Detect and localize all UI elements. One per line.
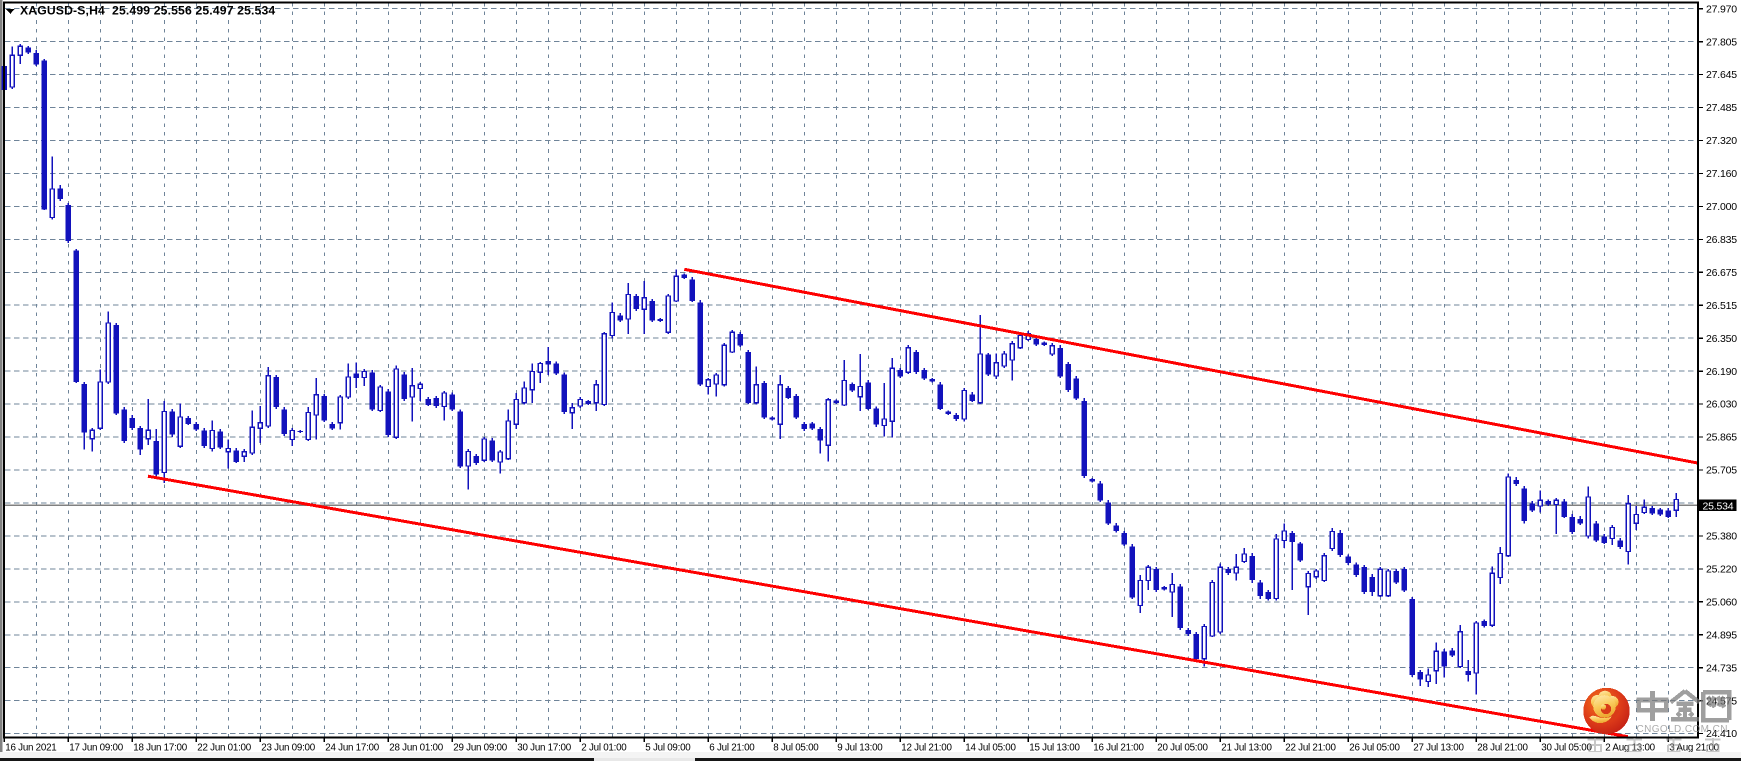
svg-text:27.805: 27.805: [1706, 36, 1737, 48]
svg-text:3 Aug 21:00: 3 Aug 21:00: [1669, 743, 1719, 754]
svg-text:22 Jun 01:00: 22 Jun 01:00: [197, 743, 251, 754]
svg-text:27.000: 27.000: [1706, 201, 1737, 213]
svg-text:27.485: 27.485: [1706, 102, 1737, 114]
svg-text:27.160: 27.160: [1706, 168, 1737, 180]
svg-text:21 Jul 13:00: 21 Jul 13:00: [1221, 743, 1272, 754]
svg-text:25.220: 25.220: [1706, 564, 1737, 576]
svg-text:26.675: 26.675: [1706, 267, 1737, 279]
svg-text:CNGOLD.COM.CN: CNGOLD.COM.CN: [1637, 724, 1728, 735]
svg-text:12 Jul 21:00: 12 Jul 21:00: [901, 743, 952, 754]
svg-text:27.320: 27.320: [1706, 135, 1737, 147]
svg-text:28 Jun 01:00: 28 Jun 01:00: [389, 743, 443, 754]
svg-text:20 Jul 05:00: 20 Jul 05:00: [1157, 743, 1208, 754]
svg-text:28 Jul 21:00: 28 Jul 21:00: [1477, 743, 1528, 754]
svg-text:24 Jun 17:00: 24 Jun 17:00: [325, 743, 379, 754]
svg-text:25.060: 25.060: [1706, 596, 1737, 608]
svg-text:27 Jul 13:00: 27 Jul 13:00: [1413, 743, 1464, 754]
svg-text:8 Jul 05:00: 8 Jul 05:00: [773, 743, 819, 754]
svg-text:14 Jul 05:00: 14 Jul 05:00: [965, 743, 1016, 754]
svg-text:27.970: 27.970: [1706, 3, 1737, 15]
svg-text:6 Jul 21:00: 6 Jul 21:00: [709, 743, 755, 754]
svg-text:2 Jul 01:00: 2 Jul 01:00: [581, 743, 627, 754]
svg-text:5 Jul 09:00: 5 Jul 09:00: [645, 743, 691, 754]
svg-text:XAGUSD-S,H4 25.499 25.556 25.: XAGUSD-S,H4 25.499 25.556 25.497 25.534: [20, 4, 275, 18]
svg-text:24.410: 24.410: [1706, 728, 1737, 740]
svg-text:25.865: 25.865: [1706, 432, 1737, 444]
svg-text:23 Jun 09:00: 23 Jun 09:00: [261, 743, 315, 754]
svg-text:9 Jul 13:00: 9 Jul 13:00: [837, 743, 883, 754]
svg-text:26.350: 26.350: [1706, 333, 1737, 345]
svg-text:17 Jun 09:00: 17 Jun 09:00: [69, 743, 123, 754]
svg-text:26.515: 26.515: [1706, 300, 1737, 312]
svg-text:25.705: 25.705: [1706, 465, 1737, 477]
svg-text:24.895: 24.895: [1706, 629, 1737, 641]
svg-text:25.534: 25.534: [1703, 500, 1734, 512]
svg-text:25.380: 25.380: [1706, 531, 1737, 543]
svg-text:16 Jun 2021: 16 Jun 2021: [5, 743, 56, 754]
svg-text:26 Jul 05:00: 26 Jul 05:00: [1349, 743, 1400, 754]
svg-text:18 Jun 17:00: 18 Jun 17:00: [133, 743, 187, 754]
svg-text:16 Jul 21:00: 16 Jul 21:00: [1093, 743, 1144, 754]
svg-text:15 Jul 13:00: 15 Jul 13:00: [1029, 743, 1080, 754]
svg-text:30 Jul 05:00: 30 Jul 05:00: [1541, 743, 1592, 754]
svg-text:27.645: 27.645: [1706, 69, 1737, 81]
svg-text:26.190: 26.190: [1706, 366, 1737, 378]
svg-text:26.835: 26.835: [1706, 234, 1737, 246]
svg-text:30 Jun 17:00: 30 Jun 17:00: [517, 743, 571, 754]
svg-text:29 Jun 09:00: 29 Jun 09:00: [453, 743, 507, 754]
svg-text:26.030: 26.030: [1706, 399, 1737, 411]
svg-text:22 Jul 21:00: 22 Jul 21:00: [1285, 743, 1336, 754]
svg-text:24.735: 24.735: [1706, 662, 1737, 674]
svg-text:2 Aug 13:00: 2 Aug 13:00: [1605, 743, 1655, 754]
